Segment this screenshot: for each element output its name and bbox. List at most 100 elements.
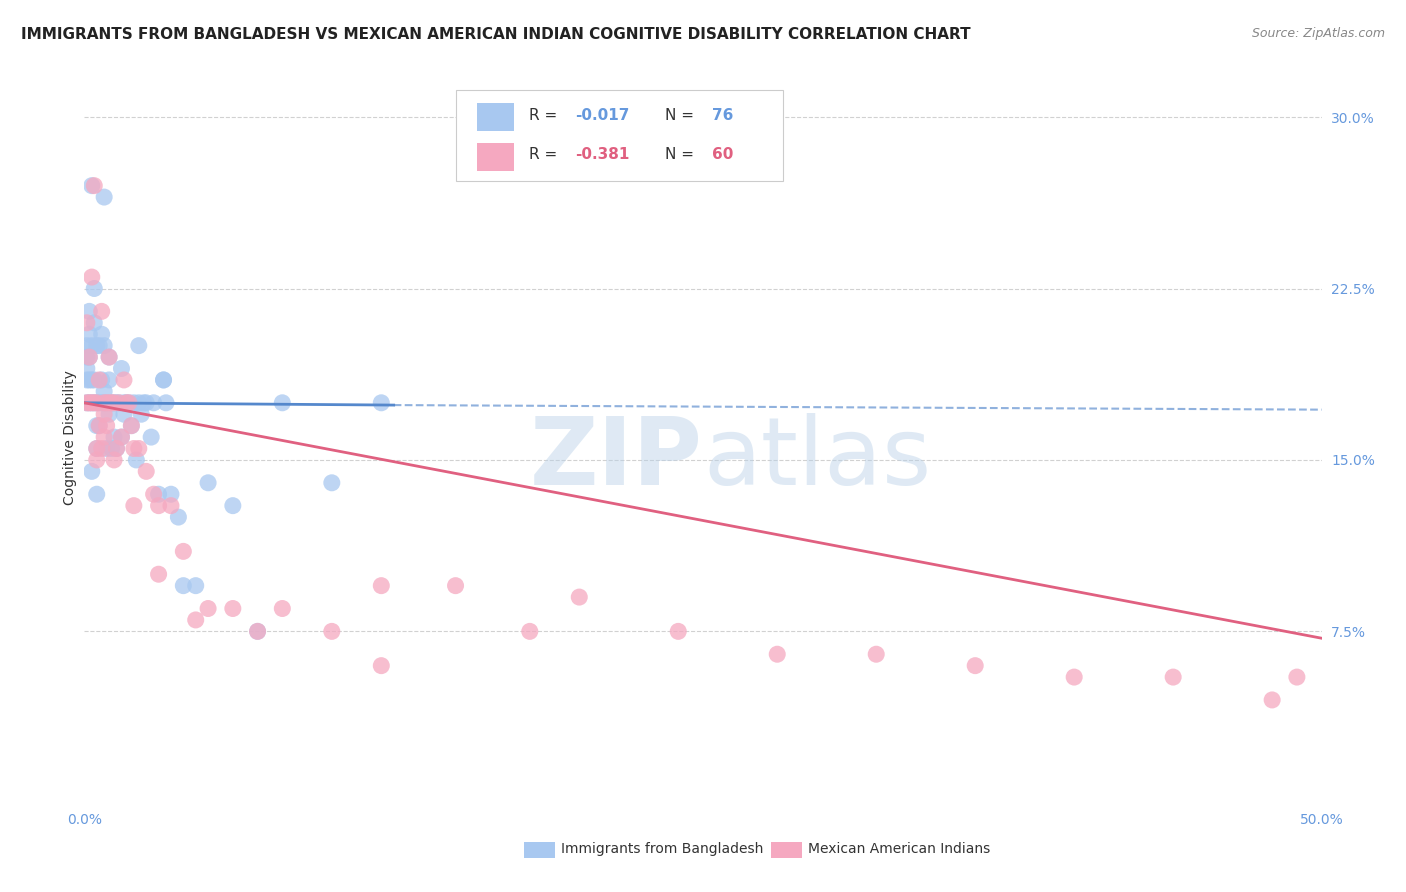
Point (766, 647, 789, 661)
Point (128, 442, 150, 456)
Text: R =: R = (529, 108, 561, 123)
Point (93, 430, 115, 444)
Point (108, 396, 131, 410)
Point (115, 396, 138, 410)
Point (172, 544, 194, 558)
Point (76, 396, 98, 410)
Point (321, 475, 343, 490)
Text: Immigrants from Bangladesh: Immigrants from Bangladesh (561, 842, 763, 856)
Point (79, 373, 101, 387)
Point (112, 396, 135, 410)
Point (135, 396, 157, 410)
Point (1285, 670, 1308, 684)
Point (167, 510, 190, 524)
Point (80, 373, 103, 387)
Point (1261, 693, 1284, 707)
Point (122, 442, 145, 456)
Point (86, 487, 108, 501)
Point (160, 487, 183, 501)
Point (80, 178, 103, 193)
Text: IMMIGRANTS FROM BANGLADESH VS MEXICAN AMERICAN INDIAN COGNITIVE DISABILITY CORRE: IMMIGRANTS FROM BANGLADESH VS MEXICAN AM… (21, 27, 970, 42)
Point (172, 579, 194, 593)
Point (89, 396, 111, 410)
Point (93, 384, 115, 399)
Point (152, 373, 174, 387)
Point (76, 338, 98, 352)
Point (86, 396, 108, 410)
Point (100, 396, 122, 410)
Point (370, 658, 392, 673)
Point (80, 396, 103, 410)
Point (83, 396, 105, 410)
Point (89, 338, 111, 352)
Point (370, 396, 392, 410)
Point (86, 338, 108, 352)
Point (76, 350, 98, 364)
Point (86, 442, 108, 456)
Point (90, 327, 112, 342)
Point (128, 338, 150, 352)
Text: 60: 60 (711, 147, 733, 162)
Point (865, 647, 887, 661)
Point (86, 453, 108, 467)
Point (160, 499, 183, 513)
Text: N =: N = (665, 147, 699, 162)
Point (76, 396, 98, 410)
Point (141, 430, 163, 444)
Point (666, 624, 689, 639)
Point (128, 396, 150, 410)
Point (246, 624, 269, 639)
Point (80, 396, 103, 410)
FancyBboxPatch shape (477, 143, 513, 170)
Point (118, 396, 141, 410)
Point (90, 396, 112, 410)
Point (90, 442, 112, 456)
Point (83, 396, 105, 410)
Point (271, 601, 294, 615)
Text: Mexican American Indians: Mexican American Indians (808, 842, 990, 856)
Point (76, 316, 98, 330)
Point (103, 453, 125, 467)
Point (148, 567, 170, 582)
Point (105, 442, 128, 456)
Point (103, 430, 125, 444)
Point (76, 361, 98, 376)
Point (120, 418, 142, 433)
Point (271, 396, 294, 410)
Point (80, 270, 103, 285)
Point (98, 350, 121, 364)
Point (79, 327, 101, 342)
Point (132, 396, 155, 410)
Point (79, 304, 101, 318)
Point (83, 316, 105, 330)
Point (142, 487, 165, 501)
FancyBboxPatch shape (523, 841, 554, 858)
Point (96, 396, 118, 410)
Point (93, 407, 115, 421)
Point (100, 396, 122, 410)
Point (246, 624, 269, 639)
FancyBboxPatch shape (770, 841, 801, 858)
Point (89, 418, 111, 433)
Point (135, 464, 157, 478)
Point (89, 373, 111, 387)
Point (519, 624, 541, 639)
Point (98, 407, 121, 421)
FancyBboxPatch shape (456, 90, 783, 181)
Point (76, 373, 98, 387)
Point (370, 579, 392, 593)
Point (122, 499, 145, 513)
Point (105, 442, 128, 456)
Point (93, 190, 115, 204)
Text: N =: N = (665, 108, 699, 123)
Text: -0.017: -0.017 (575, 108, 630, 123)
Point (93, 396, 115, 410)
Point (222, 499, 245, 513)
Point (148, 499, 170, 513)
Point (98, 350, 121, 364)
Point (90, 373, 112, 387)
Point (155, 396, 177, 410)
Point (122, 396, 145, 410)
Text: Source: ZipAtlas.com: Source: ZipAtlas.com (1251, 27, 1385, 40)
Text: -0.381: -0.381 (575, 147, 630, 162)
